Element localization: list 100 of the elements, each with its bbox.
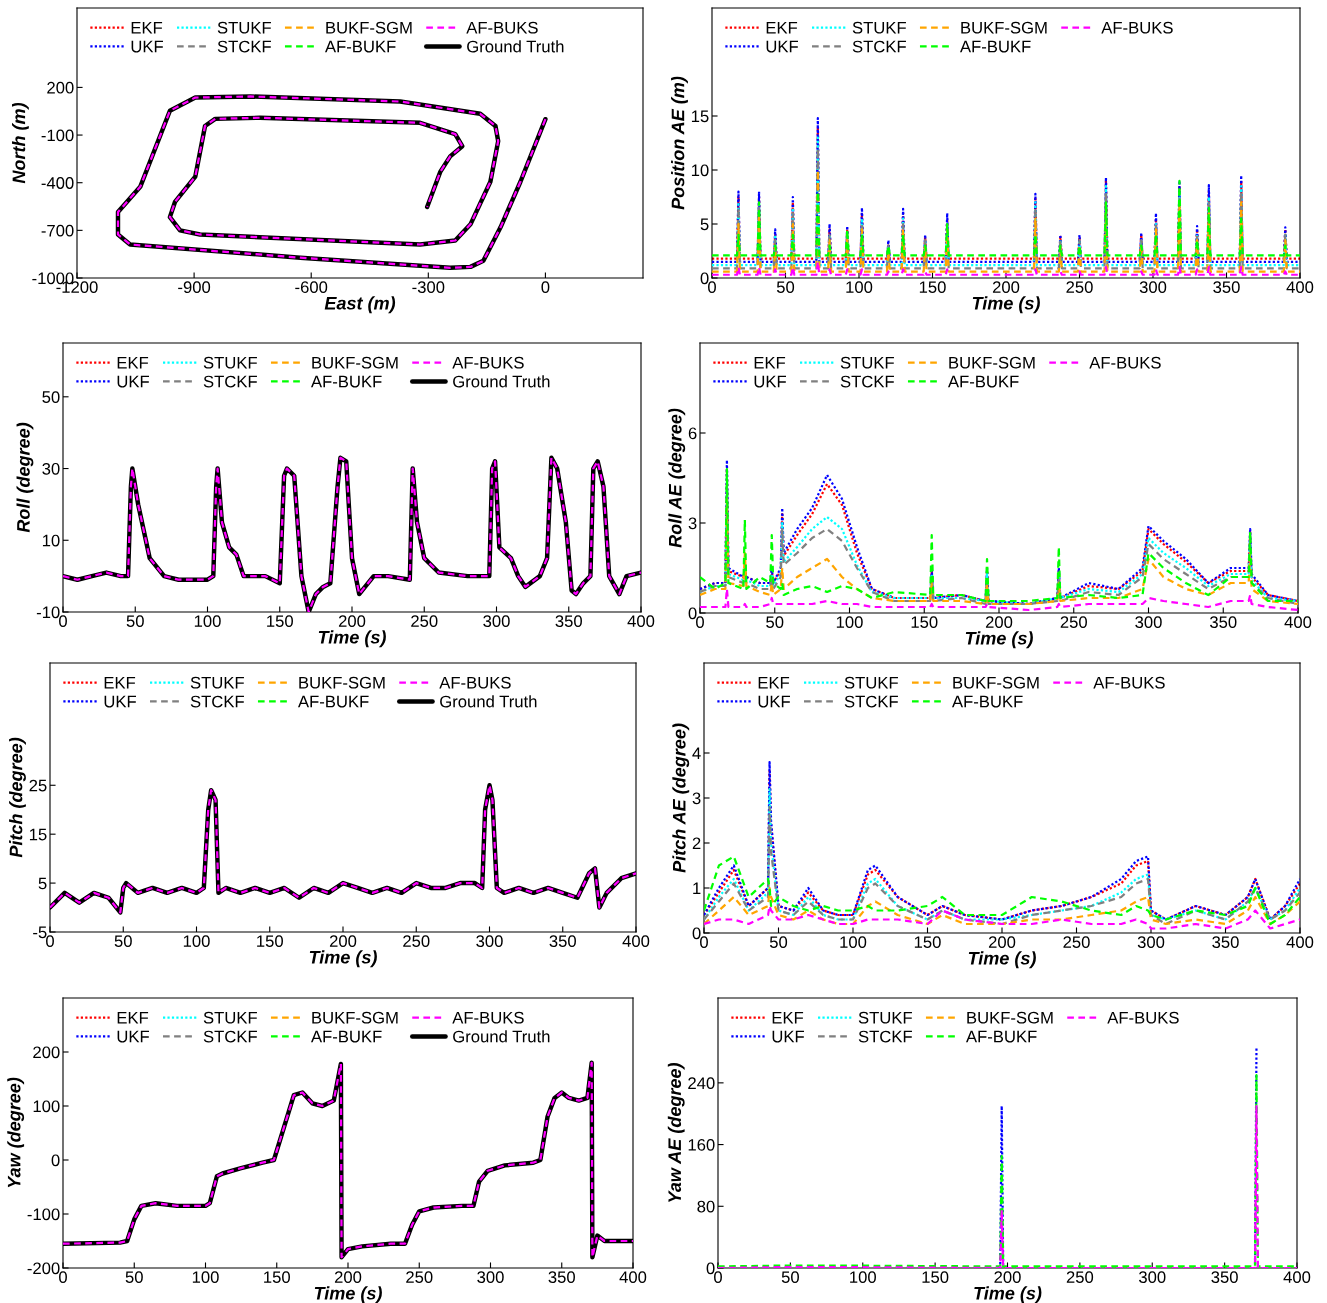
x-tick-label: 150 xyxy=(257,935,283,948)
legend-label: STCKF xyxy=(190,695,244,708)
legend-label: UKF xyxy=(117,375,149,388)
x-tick-label: 350 xyxy=(1213,281,1240,294)
legend-label: EKF xyxy=(754,356,786,369)
x-axis-title: Time (s) xyxy=(968,951,1036,969)
x-tick-label: 200 xyxy=(334,1271,362,1284)
x-tick-label: 250 xyxy=(1063,936,1090,949)
x-tick-label: 100 xyxy=(840,936,867,949)
x-tick-label: 400 xyxy=(1286,281,1314,294)
x-tick-label: 150 xyxy=(914,936,941,949)
legend-label: BUKF-SGM xyxy=(326,21,412,34)
legend-label: UKF xyxy=(117,1030,149,1043)
x-axis-title: Time (s) xyxy=(309,950,377,968)
y-tick-label: 6 xyxy=(688,427,697,440)
y-tick-label: 10 xyxy=(691,164,709,177)
legend-label: AF-BUKS xyxy=(452,1011,524,1024)
x-tick-label: 350 xyxy=(548,1271,575,1284)
x-tick-label: -300 xyxy=(412,281,445,294)
legend-label: EKF xyxy=(766,21,798,34)
y-tick-label: 0 xyxy=(700,272,709,285)
legend-label: AF-BUKF xyxy=(960,40,1031,53)
y-tick-label: -400 xyxy=(41,177,74,189)
legend-label: EKF xyxy=(131,21,163,34)
legend-label: AF-BUKS xyxy=(439,676,511,689)
x-tick-label: 400 xyxy=(622,935,650,948)
x-tick-label: 400 xyxy=(1286,936,1314,949)
y-axis-title: Roll AE (degree) xyxy=(668,408,686,548)
legend-label: STUKF xyxy=(858,1011,912,1024)
y-tick-label: 5 xyxy=(700,218,709,231)
y-tick-label: -200 xyxy=(27,1262,60,1275)
x-tick-label: 200 xyxy=(329,935,357,948)
x-tick-label: 150 xyxy=(919,281,946,294)
x-axis-title: East (m) xyxy=(324,296,396,314)
x-tick-label: 250 xyxy=(1066,281,1093,294)
x-axis-title: Time (s) xyxy=(974,1286,1042,1303)
legend-label: STUKF xyxy=(217,21,271,34)
legend-label: BUKF-SGM xyxy=(949,356,1035,369)
y-axis-title: Yaw AE (degree) xyxy=(667,1062,685,1203)
legend-label: STUKF xyxy=(190,676,244,689)
legend-label: STCKF xyxy=(203,375,257,388)
legend-label: Ground Truth xyxy=(453,375,550,388)
x-tick-label: 400 xyxy=(1283,1271,1311,1284)
y-tick-label: 80 xyxy=(697,1200,715,1213)
x-tick-label: 200 xyxy=(988,936,1016,949)
y-tick-label: 0 xyxy=(51,1154,60,1167)
legend-label: AF-BUKF xyxy=(298,695,369,708)
x-tick-label: 150 xyxy=(922,1271,949,1284)
y-tick-label: 100 xyxy=(33,1100,60,1113)
x-tick-label: 350 xyxy=(1211,1271,1238,1284)
x-tick-label: 50 xyxy=(126,615,144,628)
y-tick-label: -100 xyxy=(41,129,74,142)
legend-label: AF-BUKF xyxy=(325,40,396,53)
y-tick-label: 2 xyxy=(692,837,701,850)
legend-label: BUKF-SGM xyxy=(961,21,1047,34)
legend-label: BUKF-SGM xyxy=(967,1011,1053,1024)
legend-label: EKF xyxy=(758,676,790,689)
y-tick-label: -10 xyxy=(36,606,60,619)
y-tick-label: -100 xyxy=(27,1208,60,1221)
x-tick-label: -900 xyxy=(178,281,211,294)
y-tick-label: 240 xyxy=(688,1077,715,1090)
x-tick-label: 50 xyxy=(776,281,795,294)
x-tick-label: 150 xyxy=(911,616,938,629)
legend-label: AF-BUKS xyxy=(466,21,538,34)
legend-label: AF-BUKS xyxy=(1089,356,1161,369)
legend-label: EKF xyxy=(772,1011,804,1024)
y-tick-label: 0 xyxy=(688,607,697,620)
x-tick-label: 100 xyxy=(836,616,863,629)
x-tick-label: 300 xyxy=(1137,936,1165,949)
x-tick-label: 300 xyxy=(483,615,510,628)
legend-label: Ground Truth xyxy=(467,40,564,53)
x-tick-label: 400 xyxy=(627,615,655,628)
x-tick-label: 250 xyxy=(411,615,438,628)
y-tick-label: 10 xyxy=(42,534,60,547)
x-tick-label: 100 xyxy=(194,615,221,628)
legend-label: STUKF xyxy=(203,356,257,369)
y-tick-label: 3 xyxy=(692,792,701,805)
x-tick-label: 100 xyxy=(850,1271,876,1284)
y-tick-label: -700 xyxy=(41,224,74,237)
legend-label: EKF xyxy=(117,356,149,369)
x-tick-label: 300 xyxy=(476,935,503,948)
x-tick-label: 100 xyxy=(192,1271,219,1284)
x-tick-label: 150 xyxy=(267,615,293,628)
y-axis-title: Roll (degree) xyxy=(16,422,34,533)
x-tick-label: 100 xyxy=(846,281,873,294)
x-tick-label: 300 xyxy=(477,1271,504,1284)
y-axis-title: Yaw (degree) xyxy=(7,1077,25,1188)
legend-label: BUKF-SGM xyxy=(953,676,1039,689)
y-tick-label: 30 xyxy=(42,462,60,475)
legend-label: STUKF xyxy=(840,356,894,369)
legend-label: STCKF xyxy=(203,1030,257,1043)
legend-label: STUKF xyxy=(844,676,898,689)
legend-label: STCKF xyxy=(840,375,894,388)
x-tick-label: 50 xyxy=(125,1271,143,1284)
y-axis-title: Position AE (m) xyxy=(671,76,688,210)
y-tick-label: 50 xyxy=(42,391,60,403)
legend-label: STCKF xyxy=(217,40,271,53)
y-tick-label: -5 xyxy=(33,926,47,939)
y-tick-label: 200 xyxy=(33,1046,60,1059)
x-tick-label: 350 xyxy=(1212,936,1239,949)
